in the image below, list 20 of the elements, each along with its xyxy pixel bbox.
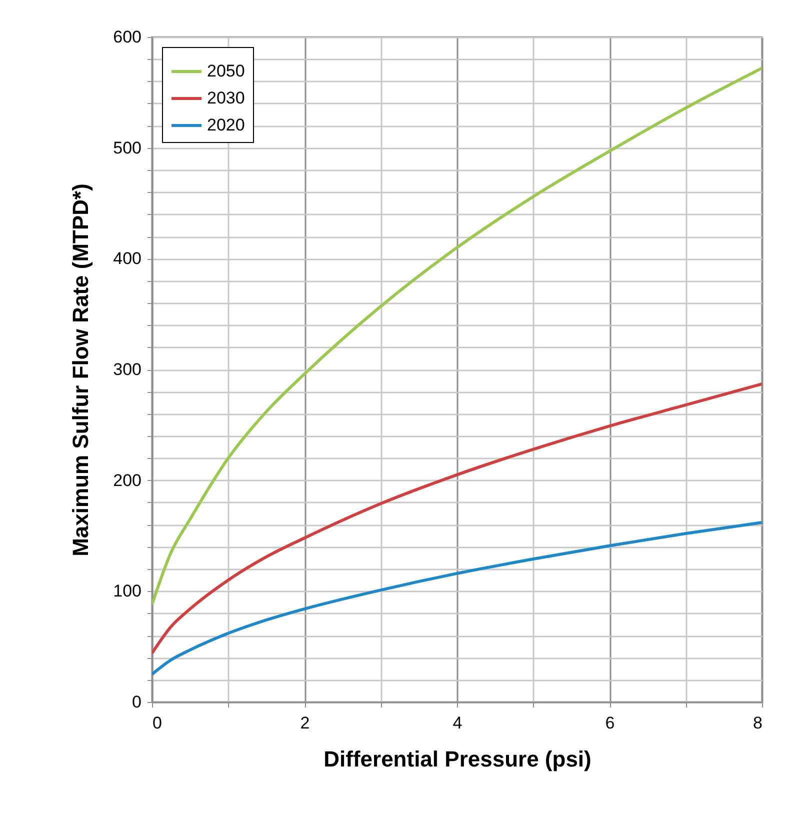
x-tick-label: 0	[152, 714, 162, 732]
legend-label: 2030	[207, 88, 245, 108]
line-series	[152, 382, 762, 655]
y-tick-label: 0	[132, 692, 142, 712]
y-tick-label: 400	[113, 249, 142, 268]
x-tick-label: 8	[753, 714, 762, 732]
x-tick-label: 2	[300, 714, 310, 732]
line-series	[152, 520, 762, 676]
x-tick-label: 4	[452, 714, 462, 732]
y-tick-label: 100	[113, 582, 142, 601]
line-series	[152, 66, 762, 606]
y-tick-label: 300	[113, 360, 142, 379]
y-axis-title: Maximum Sulfur Flow Rate (MTPD*)	[68, 184, 94, 556]
legend-label: 2020	[207, 116, 245, 134]
y-tick-label: 500	[113, 138, 142, 158]
legend-label: 2050	[207, 62, 245, 80]
y-tick-label: 600	[113, 28, 142, 46]
x-tick-label: 6	[605, 714, 615, 732]
y-tick-label: 200	[113, 470, 142, 490]
x-axis-title: Differential Pressure (psi)	[324, 746, 592, 772]
